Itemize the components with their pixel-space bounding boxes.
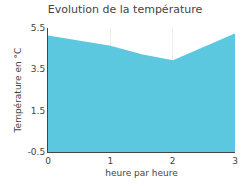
svg-text:0: 0 <box>45 156 51 166</box>
svg-text:2: 2 <box>170 156 176 166</box>
svg-text:1.5: 1.5 <box>31 106 45 116</box>
svg-text:1: 1 <box>107 156 113 166</box>
svg-text:3: 3 <box>232 156 238 166</box>
svg-text:-0.5: -0.5 <box>28 147 46 157</box>
svg-text:Température en °C: Température en °C <box>13 48 23 134</box>
svg-text:3.5: 3.5 <box>31 64 45 74</box>
svg-text:heure par heure: heure par heure <box>105 168 178 178</box>
svg-text:5.5: 5.5 <box>31 23 45 33</box>
svg-text:Evolution de la température: Evolution de la température <box>48 3 203 16</box>
